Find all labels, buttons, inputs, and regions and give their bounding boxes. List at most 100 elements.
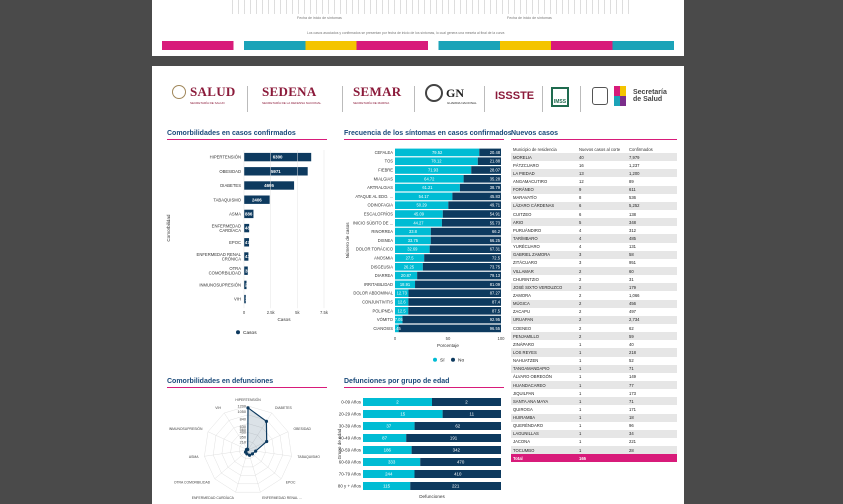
table-row[interactable]: TARÍMBARO 4 485 <box>511 234 677 243</box>
table-row[interactable]: PENJAMILLO 2 59 <box>511 332 677 341</box>
bar[interactable] <box>244 294 246 304</box>
bar[interactable] <box>244 252 249 261</box>
bar-series-b[interactable] <box>414 422 501 430</box>
table-row[interactable]: LÁZARO CÁRDENAS 6 5,252 <box>511 201 677 210</box>
bar-series-a[interactable] <box>363 470 415 478</box>
table-row[interactable]: URUAPAN 2 2,734 <box>511 315 677 324</box>
bar[interactable] <box>244 167 308 176</box>
bar-no[interactable] <box>417 271 501 280</box>
bar[interactable] <box>244 223 250 233</box>
bar-no[interactable] <box>441 219 501 227</box>
table-row[interactable]: ÁLVARO OBREGÓN 1 149 <box>511 373 677 381</box>
table-row[interactable]: JIQUILPAN 1 173 <box>511 389 677 397</box>
radar-point[interactable] <box>265 439 269 444</box>
table-row[interactable]: CHURINTZIO 2 31 <box>511 275 677 283</box>
table-row[interactable]: ZACAPU 2 497 <box>511 308 677 316</box>
bar-no[interactable] <box>415 280 501 289</box>
bar-si[interactable] <box>395 148 480 157</box>
bar-si[interactable] <box>395 254 425 262</box>
bar-series-a[interactable] <box>363 398 432 406</box>
bar-si[interactable] <box>395 263 423 271</box>
table-row[interactable]: TOCUMBO 1 28 <box>511 446 677 455</box>
table-row[interactable]: ZINÁPARO 1 40 <box>511 340 677 348</box>
bar-si[interactable] <box>395 280 416 289</box>
bar-series-b[interactable] <box>432 398 501 406</box>
bar-si[interactable] <box>395 289 409 297</box>
bar-si[interactable] <box>395 157 478 165</box>
bar-si[interactable] <box>395 298 409 306</box>
bar[interactable] <box>244 181 295 190</box>
table-row[interactable]: QUERÉNDARO 1 96 <box>511 422 677 430</box>
table-row[interactable]: ZAMORA 2 1,066 <box>511 291 677 299</box>
table-row[interactable]: ZITÁCUARO 3 951 <box>511 259 677 267</box>
table-row[interactable]: MORELIA 40 7,979 <box>511 153 677 162</box>
bar-series-a[interactable] <box>363 434 407 442</box>
bar-no[interactable] <box>402 315 501 324</box>
table-row[interactable]: COENEO 2 62 <box>511 324 677 332</box>
table-row[interactable]: HUANDACAREO 1 77 <box>511 380 677 390</box>
table-row[interactable]: PÁTZCUARO 16 1,237 <box>511 161 677 169</box>
bar-no[interactable] <box>463 175 501 183</box>
table-row[interactable]: FORÁNEO 9 611 <box>511 185 677 194</box>
bar-no[interactable] <box>429 245 501 253</box>
bar-series-a[interactable] <box>363 422 415 430</box>
bar-series-a[interactable] <box>363 446 412 454</box>
table-row[interactable]: LAGUNILLAS 1 34 <box>511 429 677 438</box>
header-municipio[interactable]: Municipio de residencia <box>513 146 557 152</box>
table-row[interactable]: JOSÉ SIXTO VERDUZCO 2 179 <box>511 283 677 292</box>
table-row[interactable]: CUITZEO 6 138 <box>511 210 677 218</box>
table-row[interactable]: ARIO 5 348 <box>511 218 677 227</box>
bar-series-b[interactable] <box>414 470 501 478</box>
table-row[interactable]: VILLAMAR 2 60 <box>511 266 677 276</box>
bar-si[interactable] <box>395 210 443 218</box>
table-row[interactable]: NAHUATZEN 1 52 <box>511 357 677 365</box>
table-row[interactable]: QUIROGA 1 171 <box>511 405 677 413</box>
bar-si[interactable] <box>395 236 431 245</box>
table-row[interactable]: HUIRAMBA 1 18 <box>511 413 677 422</box>
bar-si[interactable] <box>395 219 442 227</box>
radar-point[interactable] <box>246 447 250 452</box>
bar-si[interactable] <box>395 166 472 174</box>
bar-no[interactable] <box>442 210 501 218</box>
bar-no[interactable] <box>408 289 501 297</box>
table-row[interactable]: MARAVATÍO 8 536 <box>511 194 677 202</box>
table-row[interactable]: PURUÁNDIRO 4 312 <box>511 226 677 234</box>
bar-no[interactable] <box>408 298 501 306</box>
table-row[interactable]: JACONA 1 221 <box>511 438 677 446</box>
header-nuevos-casos[interactable]: Nuevos casos al corte <box>579 146 621 152</box>
table-row[interactable]: LOS REYES 1 218 <box>511 348 677 357</box>
bar[interactable] <box>244 280 247 290</box>
bar-si[interactable] <box>395 201 449 209</box>
bar-no[interactable] <box>398 324 501 333</box>
bar[interactable] <box>244 152 312 162</box>
bar[interactable] <box>244 266 248 275</box>
table-row[interactable]: SANTA ANA MAYA 1 71 <box>511 397 677 406</box>
bar-si[interactable] <box>395 307 409 315</box>
radar-point[interactable] <box>254 449 258 453</box>
bar-si[interactable] <box>395 227 431 236</box>
table-row[interactable]: TANGAMANDAPIO 1 71 <box>511 364 677 373</box>
bar-no[interactable] <box>459 183 501 192</box>
bar-series-b[interactable] <box>420 458 501 466</box>
bar-no[interactable] <box>452 192 501 201</box>
bar-si[interactable] <box>395 183 460 192</box>
bar-si[interactable] <box>395 315 403 324</box>
table-row[interactable]: GABRIEL ZAMORA 3 58 <box>511 250 677 259</box>
bar[interactable] <box>244 209 254 219</box>
bar-series-b[interactable] <box>406 434 501 442</box>
bar-no[interactable] <box>471 166 501 174</box>
table-row[interactable]: MÚGICA 2 456 <box>511 299 677 308</box>
bar-series-b[interactable] <box>410 482 501 490</box>
bar-si[interactable] <box>395 245 430 253</box>
radar-point[interactable] <box>247 453 252 457</box>
bar-no[interactable] <box>477 157 501 165</box>
bar-no[interactable] <box>422 263 501 271</box>
table-row[interactable]: ANGAMACUTIRO 12 89 <box>511 177 677 185</box>
table-row[interactable]: LA PIEDAD 13 1,200 <box>511 169 677 178</box>
bar-series-b[interactable] <box>442 410 501 418</box>
bar-no[interactable] <box>479 148 501 157</box>
bar-series-a[interactable] <box>363 482 411 490</box>
radar-point[interactable] <box>246 406 250 410</box>
radar-point[interactable] <box>264 419 269 423</box>
bar-si[interactable] <box>395 324 399 333</box>
